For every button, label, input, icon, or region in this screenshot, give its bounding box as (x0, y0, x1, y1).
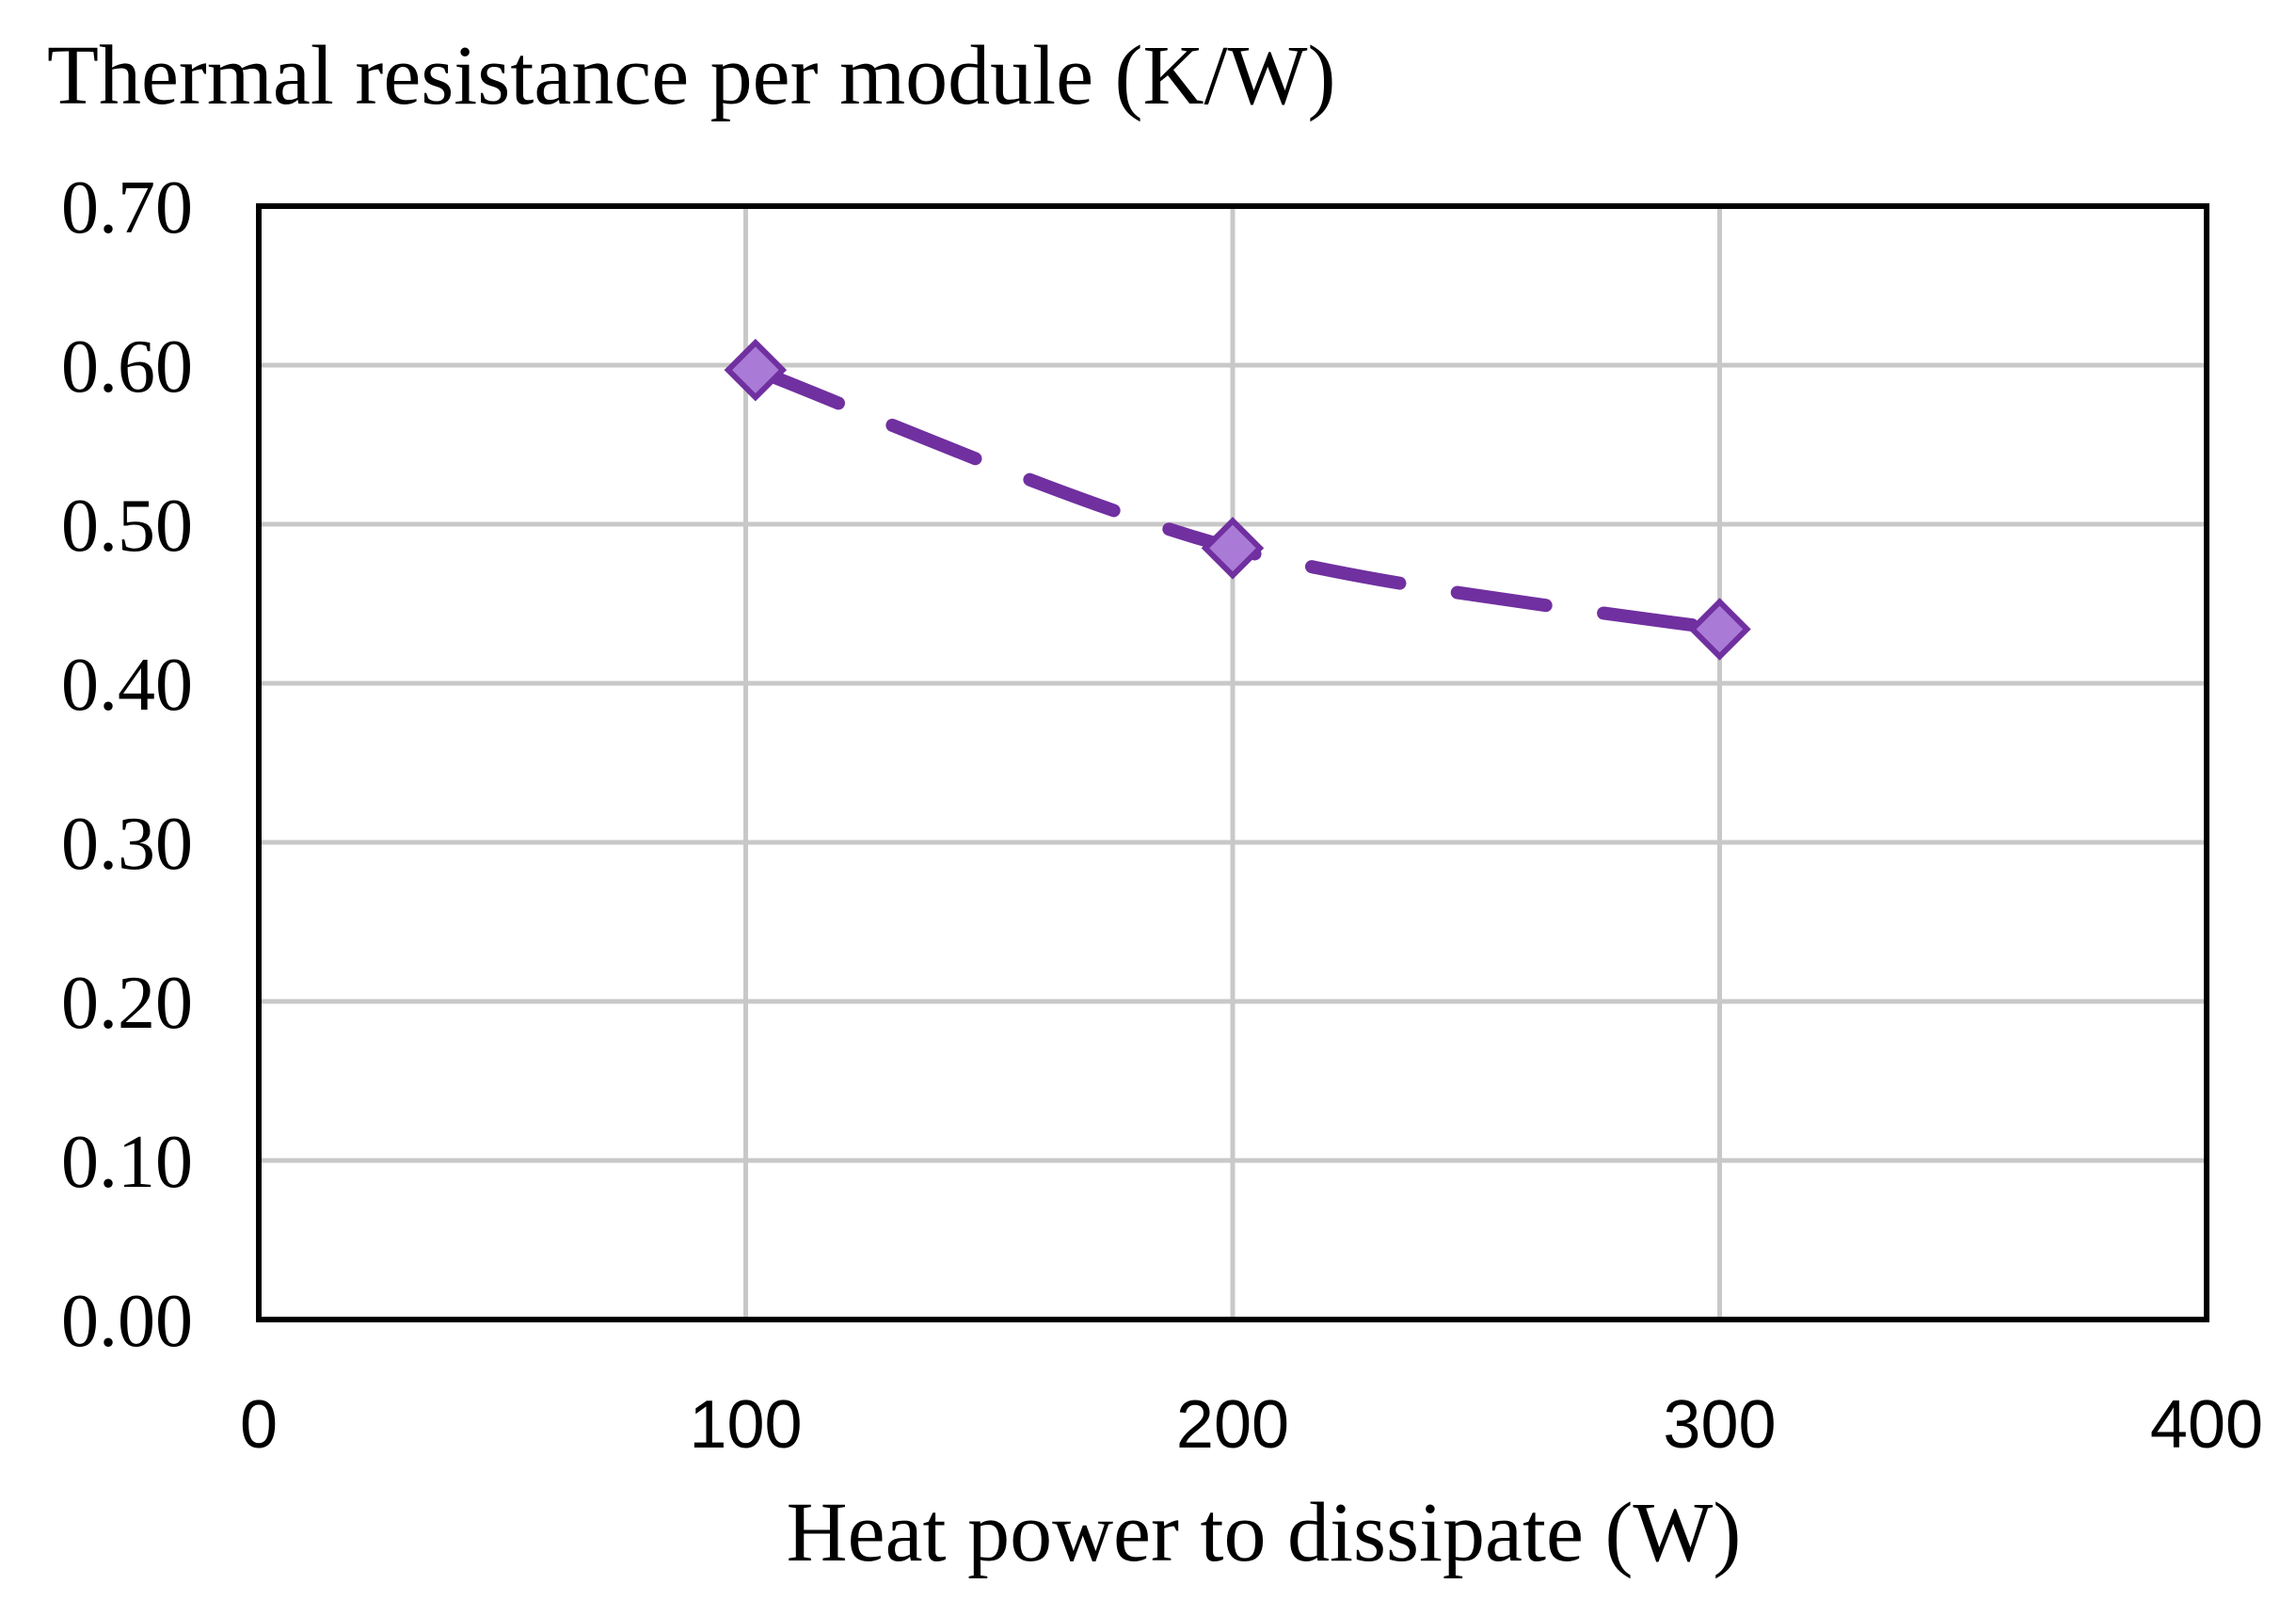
y-tick-label: 0.30 (61, 803, 193, 886)
y-tick-label: 0.70 (61, 167, 193, 249)
y-tick-labels: 0.00 0.10 0.20 0.30 0.40 0.50 0.60 0.70 (61, 167, 193, 1363)
series-layer (724, 338, 1751, 661)
y-tick-label: 0.40 (61, 644, 193, 727)
x-tick-label: 200 (1176, 1387, 1289, 1463)
data-point-marker (724, 338, 788, 402)
y-tick-label: 0.00 (61, 1280, 193, 1363)
y-tick-label: 0.20 (61, 962, 193, 1045)
x-tick-labels: 0 100 200 300 400 (240, 1387, 2263, 1463)
x-tick-label: 100 (689, 1387, 802, 1463)
x-tick-label: 300 (1663, 1387, 1776, 1463)
y-tick-label: 0.60 (61, 326, 193, 408)
plot-frame (256, 203, 2209, 1322)
y-tick-label: 0.50 (61, 485, 193, 568)
data-point-marker (1688, 598, 1751, 661)
x-tick-label: 400 (2150, 1387, 2263, 1463)
x-axis-label: Heat power to dissipate (W) (787, 1486, 1742, 1579)
x-tick-label: 0 (240, 1387, 278, 1463)
y-tick-label: 0.10 (61, 1121, 193, 1204)
chart-title: Thermal resistance per module (K/W) (47, 29, 1335, 122)
data-point-marker (1201, 517, 1265, 580)
